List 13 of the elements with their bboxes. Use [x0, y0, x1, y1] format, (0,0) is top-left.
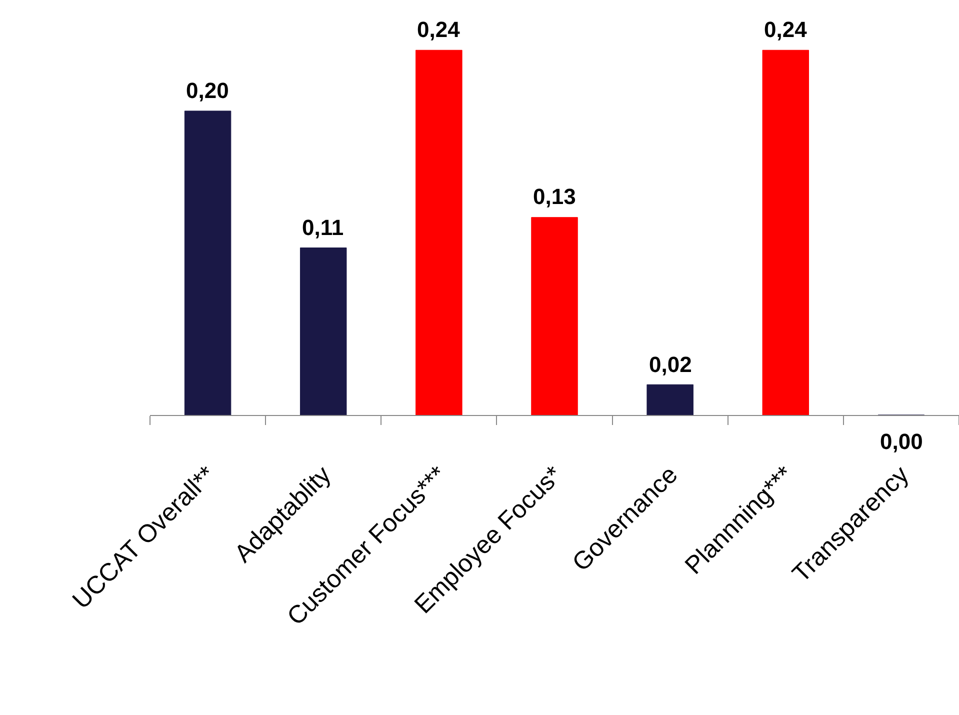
- bar: [531, 217, 578, 415]
- data-label: 0,24: [764, 17, 808, 42]
- bar: [184, 110, 232, 415]
- data-label: 0,11: [302, 215, 344, 240]
- bar: [646, 384, 694, 415]
- bar: [416, 50, 462, 415]
- bar: [300, 248, 347, 415]
- bar: [762, 50, 810, 415]
- data-label: 0,24: [417, 17, 461, 42]
- data-label: 0,20: [186, 78, 229, 103]
- data-label: 0,02: [649, 352, 692, 377]
- data-label: 0,13: [533, 184, 576, 209]
- data-label: 0,00: [880, 429, 923, 454]
